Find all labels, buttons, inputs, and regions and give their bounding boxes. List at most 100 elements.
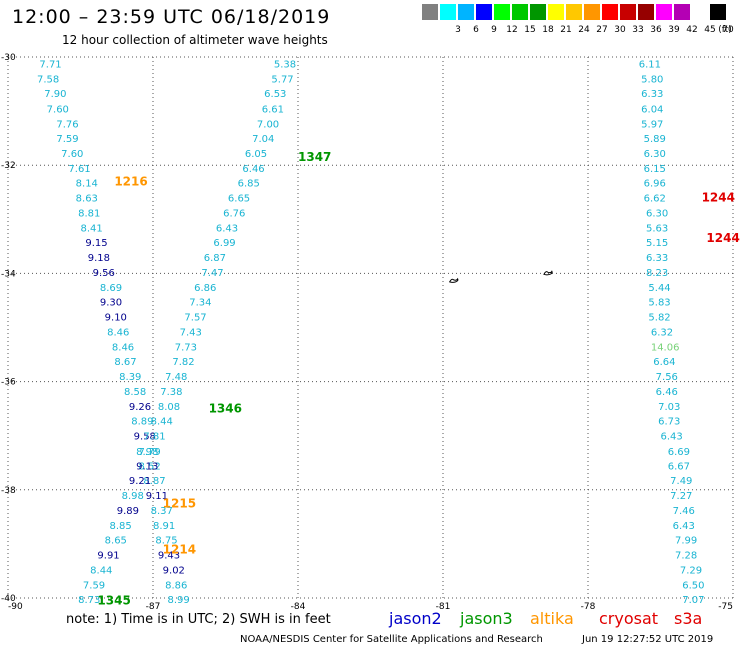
wave-height-value: 6.96: [644, 179, 666, 190]
wave-height-value: 8.58: [124, 387, 146, 398]
wave-height-value: 9.10: [105, 313, 127, 324]
wave-height-value: 8.46: [112, 342, 134, 353]
satellite-jason3-label: jason3: [460, 609, 513, 628]
wave-height-value: 7.56: [656, 372, 678, 383]
wave-height-value: 7.04: [252, 134, 274, 145]
footnote: note: 1) Time is in UTC; 2) SWH is in fe…: [66, 612, 331, 627]
wave-height-value: 9.89: [117, 506, 139, 517]
wave-height-value: 6.76: [223, 208, 245, 219]
wave-height-value: 6.30: [646, 208, 668, 219]
legend-swatch: [656, 4, 672, 20]
wave-height-value: 8.23: [646, 268, 668, 279]
wave-height-value: 7.82: [172, 357, 194, 368]
legend-swatch: [638, 4, 654, 20]
track-1216-1215-1214-1213: 7.71 7.58 7.90 7.60 7.76 7.59 7.60 7.61 8.14 8.63…: [37, 59, 190, 606]
wave-height-value: 6.05: [245, 149, 267, 160]
satellite-jason2-label: jason2: [389, 609, 442, 628]
wave-height-value: 8.08: [158, 402, 180, 413]
legend-swatch: [710, 4, 726, 20]
wave-height-value: 7.81: [143, 432, 165, 443]
wave-height-value: 8.81: [78, 208, 100, 219]
legend-swatch: [674, 4, 690, 20]
legend-label: 42: [686, 25, 698, 35]
legend-swatch: [620, 4, 636, 20]
wave-height-value: 5.80: [641, 75, 663, 86]
wave-height-observations: 7.71 7.58 7.90 7.60 7.76 7.59 7.60 7.61 8.14 8.63…: [37, 59, 705, 606]
wave-height-value: 6.61: [262, 104, 284, 115]
wave-height-value: 6.46: [242, 164, 264, 175]
pass-number-label: 1346: [209, 402, 242, 416]
wave-height-value: 6.43: [673, 521, 695, 532]
track-1244-b: 6.69 6.67 7.49 7.27 7.46 6.43 7.99 7.28 7.29 6.50…: [668, 447, 705, 606]
wave-height-value: 7.48: [165, 372, 187, 383]
axis-ticks: -30 -32 -34 -36 -38 -40-90 -87 -84 -81 -78 -75: [1, 53, 733, 612]
pass-number-label: 1347: [298, 150, 331, 164]
legend-label: 27: [596, 25, 608, 35]
wave-height-value: 7.76: [56, 120, 78, 131]
wave-height-value: 7.28: [675, 551, 697, 562]
pass-number-label: 1244: [706, 231, 739, 245]
wave-height-value: 6.69: [668, 447, 690, 458]
wave-height-value: 6.65: [228, 194, 250, 205]
wave-height-value: 8.52: [139, 461, 161, 472]
generation-timestamp: Jun 19 12:27:52 UTC 2019: [582, 634, 714, 645]
wave-height-value: 6.15: [644, 164, 666, 175]
satellite-cryosat-label: cryosat: [599, 609, 659, 628]
wave-height-value: 8.46: [107, 327, 129, 338]
wave-height-value: 8.41: [81, 223, 103, 234]
legend-label: 6: [473, 25, 479, 35]
satellite-altika-label: altika: [530, 609, 574, 628]
wave-height-value: 6.11: [639, 59, 661, 70]
wave-height-value: 7.00: [257, 120, 279, 131]
legend-swatch: [512, 4, 528, 20]
wave-height-value: 7.71: [39, 59, 61, 70]
satellite-s3a-label: s3a: [674, 609, 703, 628]
wave-height-value: 5.83: [648, 298, 670, 309]
pass-number-label: 1244: [702, 191, 735, 205]
island-west: [448, 277, 459, 283]
wave-height-value: 7.60: [61, 149, 83, 160]
wave-height-value: 14.06: [651, 342, 680, 353]
wave-height-value: 5.38: [274, 59, 296, 70]
legend-unit: (ft): [718, 25, 732, 35]
legend-label: 30: [614, 25, 626, 35]
wave-height-value: 7.49: [670, 476, 692, 487]
wave-height-value: 9.58: [134, 432, 156, 443]
legend-label: 33: [632, 25, 644, 35]
pass-labels: 121612151214134713461345124412441244: [97, 150, 739, 608]
wave-height-value: 7.34: [189, 298, 211, 309]
legend-label: 9: [491, 25, 497, 35]
wave-height-value: 9.21: [129, 476, 151, 487]
wave-height-value: 7.47: [201, 268, 223, 279]
credit-line: NOAA/NESDIS Center for Satellite Applica…: [240, 634, 543, 645]
legend-swatch: [566, 4, 582, 20]
legend-swatch: [494, 4, 510, 20]
wave-height-value: 8.67: [114, 357, 136, 368]
islands: [448, 270, 553, 283]
wave-height-value: 7.38: [160, 387, 182, 398]
page-subtitle: 12 hour collection of altimeter wave hei…: [62, 33, 328, 47]
wave-height-value: 6.73: [658, 417, 680, 428]
wave-height-value: 7.79: [139, 447, 161, 458]
lat-tick-label: -30: [1, 53, 16, 63]
wave-height-value: 6.67: [668, 461, 690, 472]
wave-height-value: 7.27: [670, 491, 692, 502]
pass-number-label: 1215: [163, 496, 196, 510]
wave-height-value: 9.30: [100, 298, 122, 309]
track-1347-1346-1345-1344: 5.38 5.77 6.53 6.61 7.00 7.04 6.05 6.46 6.85 6.65…: [78, 59, 296, 606]
legend-swatch: [548, 4, 564, 20]
wave-height-value: 8.37: [151, 506, 173, 517]
lon-tick-label: -78: [581, 602, 596, 612]
legend-label: 15: [524, 25, 536, 35]
wave-height-value: 7.29: [680, 565, 702, 576]
wave-height-value: 7.59: [56, 134, 78, 145]
wave-height-value: 8.14: [76, 179, 98, 190]
wave-height-value: 6.50: [682, 580, 704, 591]
lon-tick-label: -81: [436, 602, 451, 612]
island-east: [543, 270, 553, 276]
wave-height-value: 8.65: [105, 536, 127, 547]
wave-height-value: 5.77: [271, 75, 293, 86]
lat-tick-label: -32: [1, 161, 16, 171]
legend-label: 39: [668, 25, 680, 35]
legend-label: 70: [722, 25, 734, 35]
